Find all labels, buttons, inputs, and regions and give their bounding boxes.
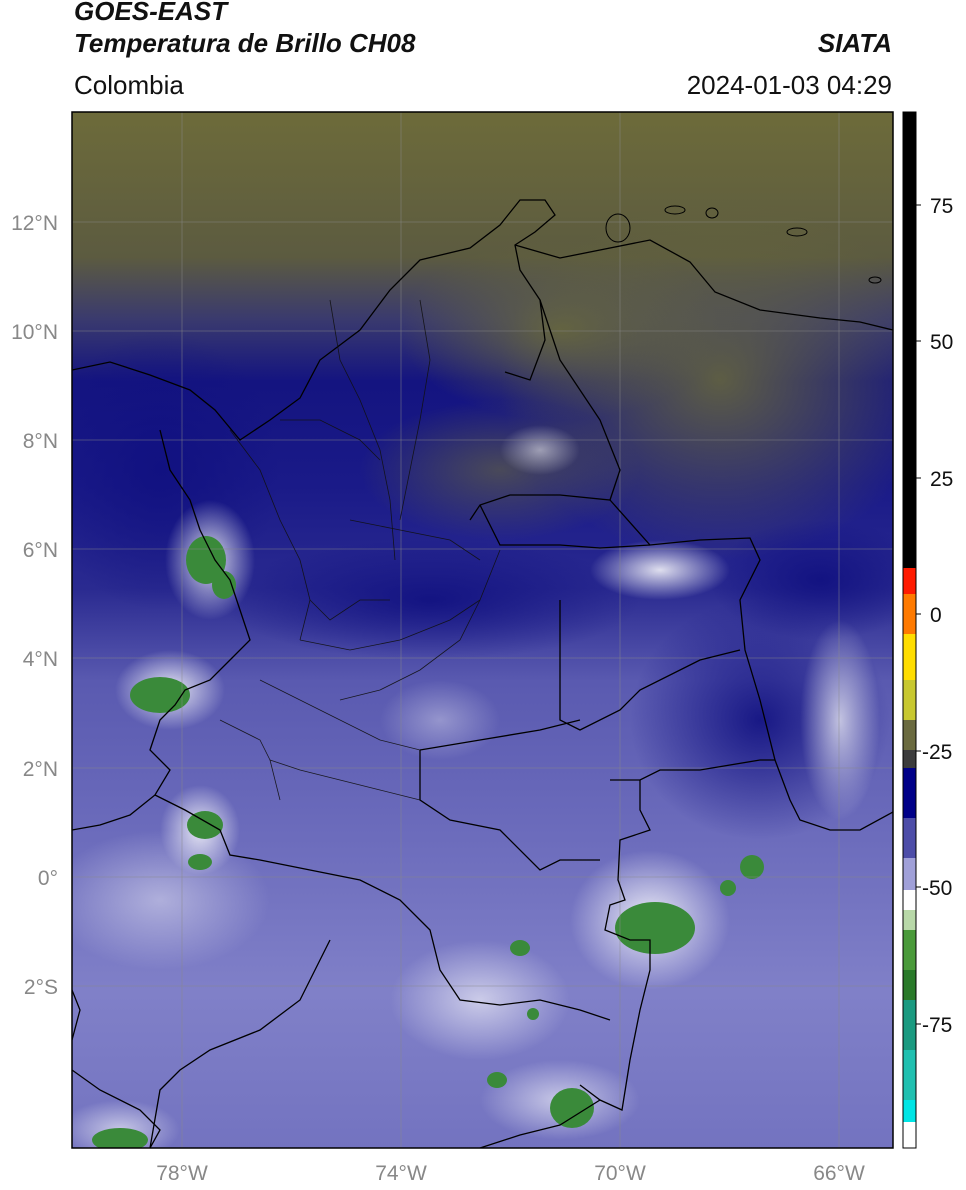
department-borders bbox=[219, 299, 501, 801]
convective-cell bbox=[187, 811, 223, 839]
colorbar-tick-label: 50 bbox=[930, 331, 953, 354]
convective-cell bbox=[186, 536, 226, 584]
lon-tick-label: 74°W bbox=[375, 1162, 427, 1185]
convective-cell bbox=[740, 855, 764, 879]
colorbar-tick-label: -25 bbox=[922, 741, 952, 764]
convective-cell bbox=[720, 880, 736, 896]
colorbar-warm-segment bbox=[903, 112, 916, 568]
lat-tick-label: 8°N bbox=[23, 430, 58, 453]
map-frame bbox=[71, 111, 894, 1149]
lon-axis: 78°W 74°W 70°W 66°W bbox=[156, 1162, 865, 1185]
gridlines bbox=[72, 112, 893, 1148]
colorbar-tick-label: 25 bbox=[930, 468, 953, 491]
lon-tick-label: 78°W bbox=[156, 1162, 208, 1185]
islands bbox=[605, 205, 882, 284]
product-title: Temperatura de Brillo CH08 bbox=[74, 28, 416, 58]
colorbar-tick-label: 75 bbox=[930, 195, 953, 218]
colorbar: 75 50 25 0 -25 -50 -75 bbox=[902, 111, 953, 1149]
convective-cell bbox=[615, 902, 695, 954]
convective-cell bbox=[92, 1128, 148, 1148]
lat-tick-label: 4°N bbox=[23, 648, 58, 671]
lat-tick-label: 12°N bbox=[11, 212, 58, 235]
lat-axis: 12°N 10°N 8°N 6°N 4°N 2°N 0° 2°S bbox=[11, 212, 58, 999]
region-label: Colombia bbox=[74, 70, 184, 100]
lat-tick-label: 10°N bbox=[11, 321, 58, 344]
organization-label: SIATA bbox=[817, 28, 892, 58]
satellite-title: GOES-EAST bbox=[74, 0, 228, 26]
convective-cell bbox=[527, 1008, 539, 1020]
convective-cell bbox=[188, 854, 212, 870]
lat-tick-label: 2°S bbox=[24, 976, 58, 999]
convective-cell bbox=[550, 1088, 594, 1128]
colorbar-tick-label: -75 bbox=[922, 1014, 952, 1037]
convective-cell bbox=[212, 571, 236, 599]
colorbar-tick-label: 0 bbox=[930, 604, 942, 627]
convective-cell bbox=[510, 940, 530, 956]
lon-tick-label: 70°W bbox=[594, 1162, 646, 1185]
lon-tick-label: 66°W bbox=[813, 1162, 865, 1185]
convective-cell bbox=[487, 1072, 507, 1088]
timestamp-label: 2024-01-03 04:29 bbox=[686, 70, 892, 100]
colorbar-tick-label: -50 bbox=[922, 877, 952, 900]
lat-tick-label: 6°N bbox=[23, 539, 58, 562]
lat-tick-label: 2°N bbox=[23, 758, 58, 781]
lat-tick-label: 0° bbox=[38, 867, 58, 890]
